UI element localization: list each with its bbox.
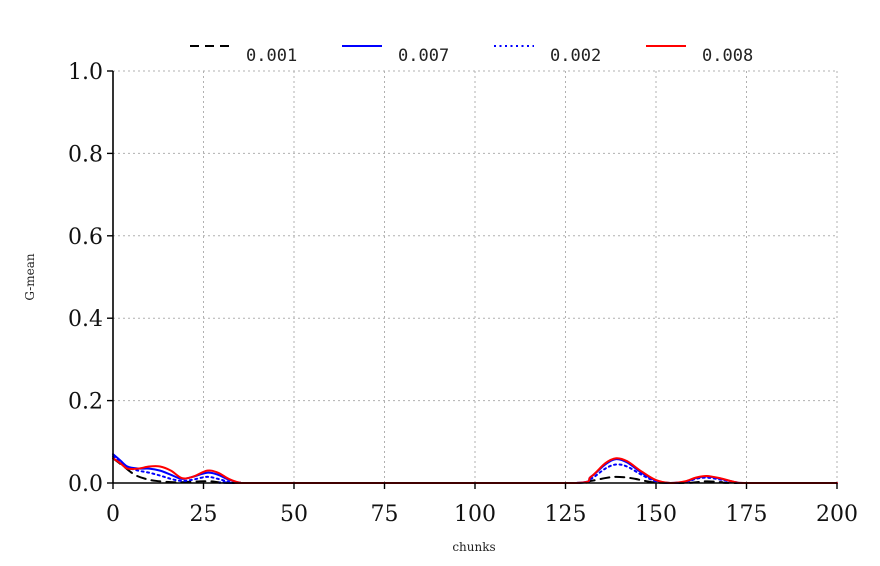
legend-item-0.007: 0.007 [342,45,449,66]
y-tick-label-4: 0.8 [68,142,103,167]
y-axis-title: G-mean [23,253,37,300]
y-tick-label-5: 1.0 [68,60,103,85]
axes [107,70,838,489]
grid [112,70,838,484]
x-tick-label-4: 100 [454,502,496,527]
y-tick-label-1: 0.2 [68,390,103,415]
series-layer [112,453,838,485]
series-line-0.007 [112,453,838,485]
series-line-0.002 [112,455,838,485]
y-tick-label-3: 0.6 [68,225,103,250]
legend-label-0.002: 0.002 [550,46,601,66]
legend-item-0.001: 0.001 [190,45,297,66]
y-tick-label-2: 0.4 [68,307,103,332]
x-axis-title: chunks [452,540,495,554]
legend: 0.001 0.007 0.002 0.008 [190,45,753,66]
x-tick-label-2: 50 [280,502,308,527]
x-tick-label-1: 25 [190,502,218,527]
x-tick-label-0: 0 [106,502,120,527]
legend-item-0.002: 0.002 [494,45,601,66]
legend-label-0.007: 0.007 [398,46,449,66]
legend-item-0.008: 0.008 [646,45,753,66]
x-tick-label-3: 75 [371,502,399,527]
tick-labels: 0 25 50 75 100 125 150 175 200 0.0 0.2 0.4 0.6 0.8 1.0 [68,60,858,527]
x-tick-label-6: 150 [635,502,677,527]
legend-label-0.008: 0.008 [702,46,753,66]
x-tick-label-7: 175 [726,502,768,527]
legend-label-0.001: 0.001 [246,46,297,66]
x-tick-label-5: 125 [545,502,587,527]
y-tick-label-0: 0.0 [68,472,103,497]
x-tick-label-8: 200 [816,502,858,527]
